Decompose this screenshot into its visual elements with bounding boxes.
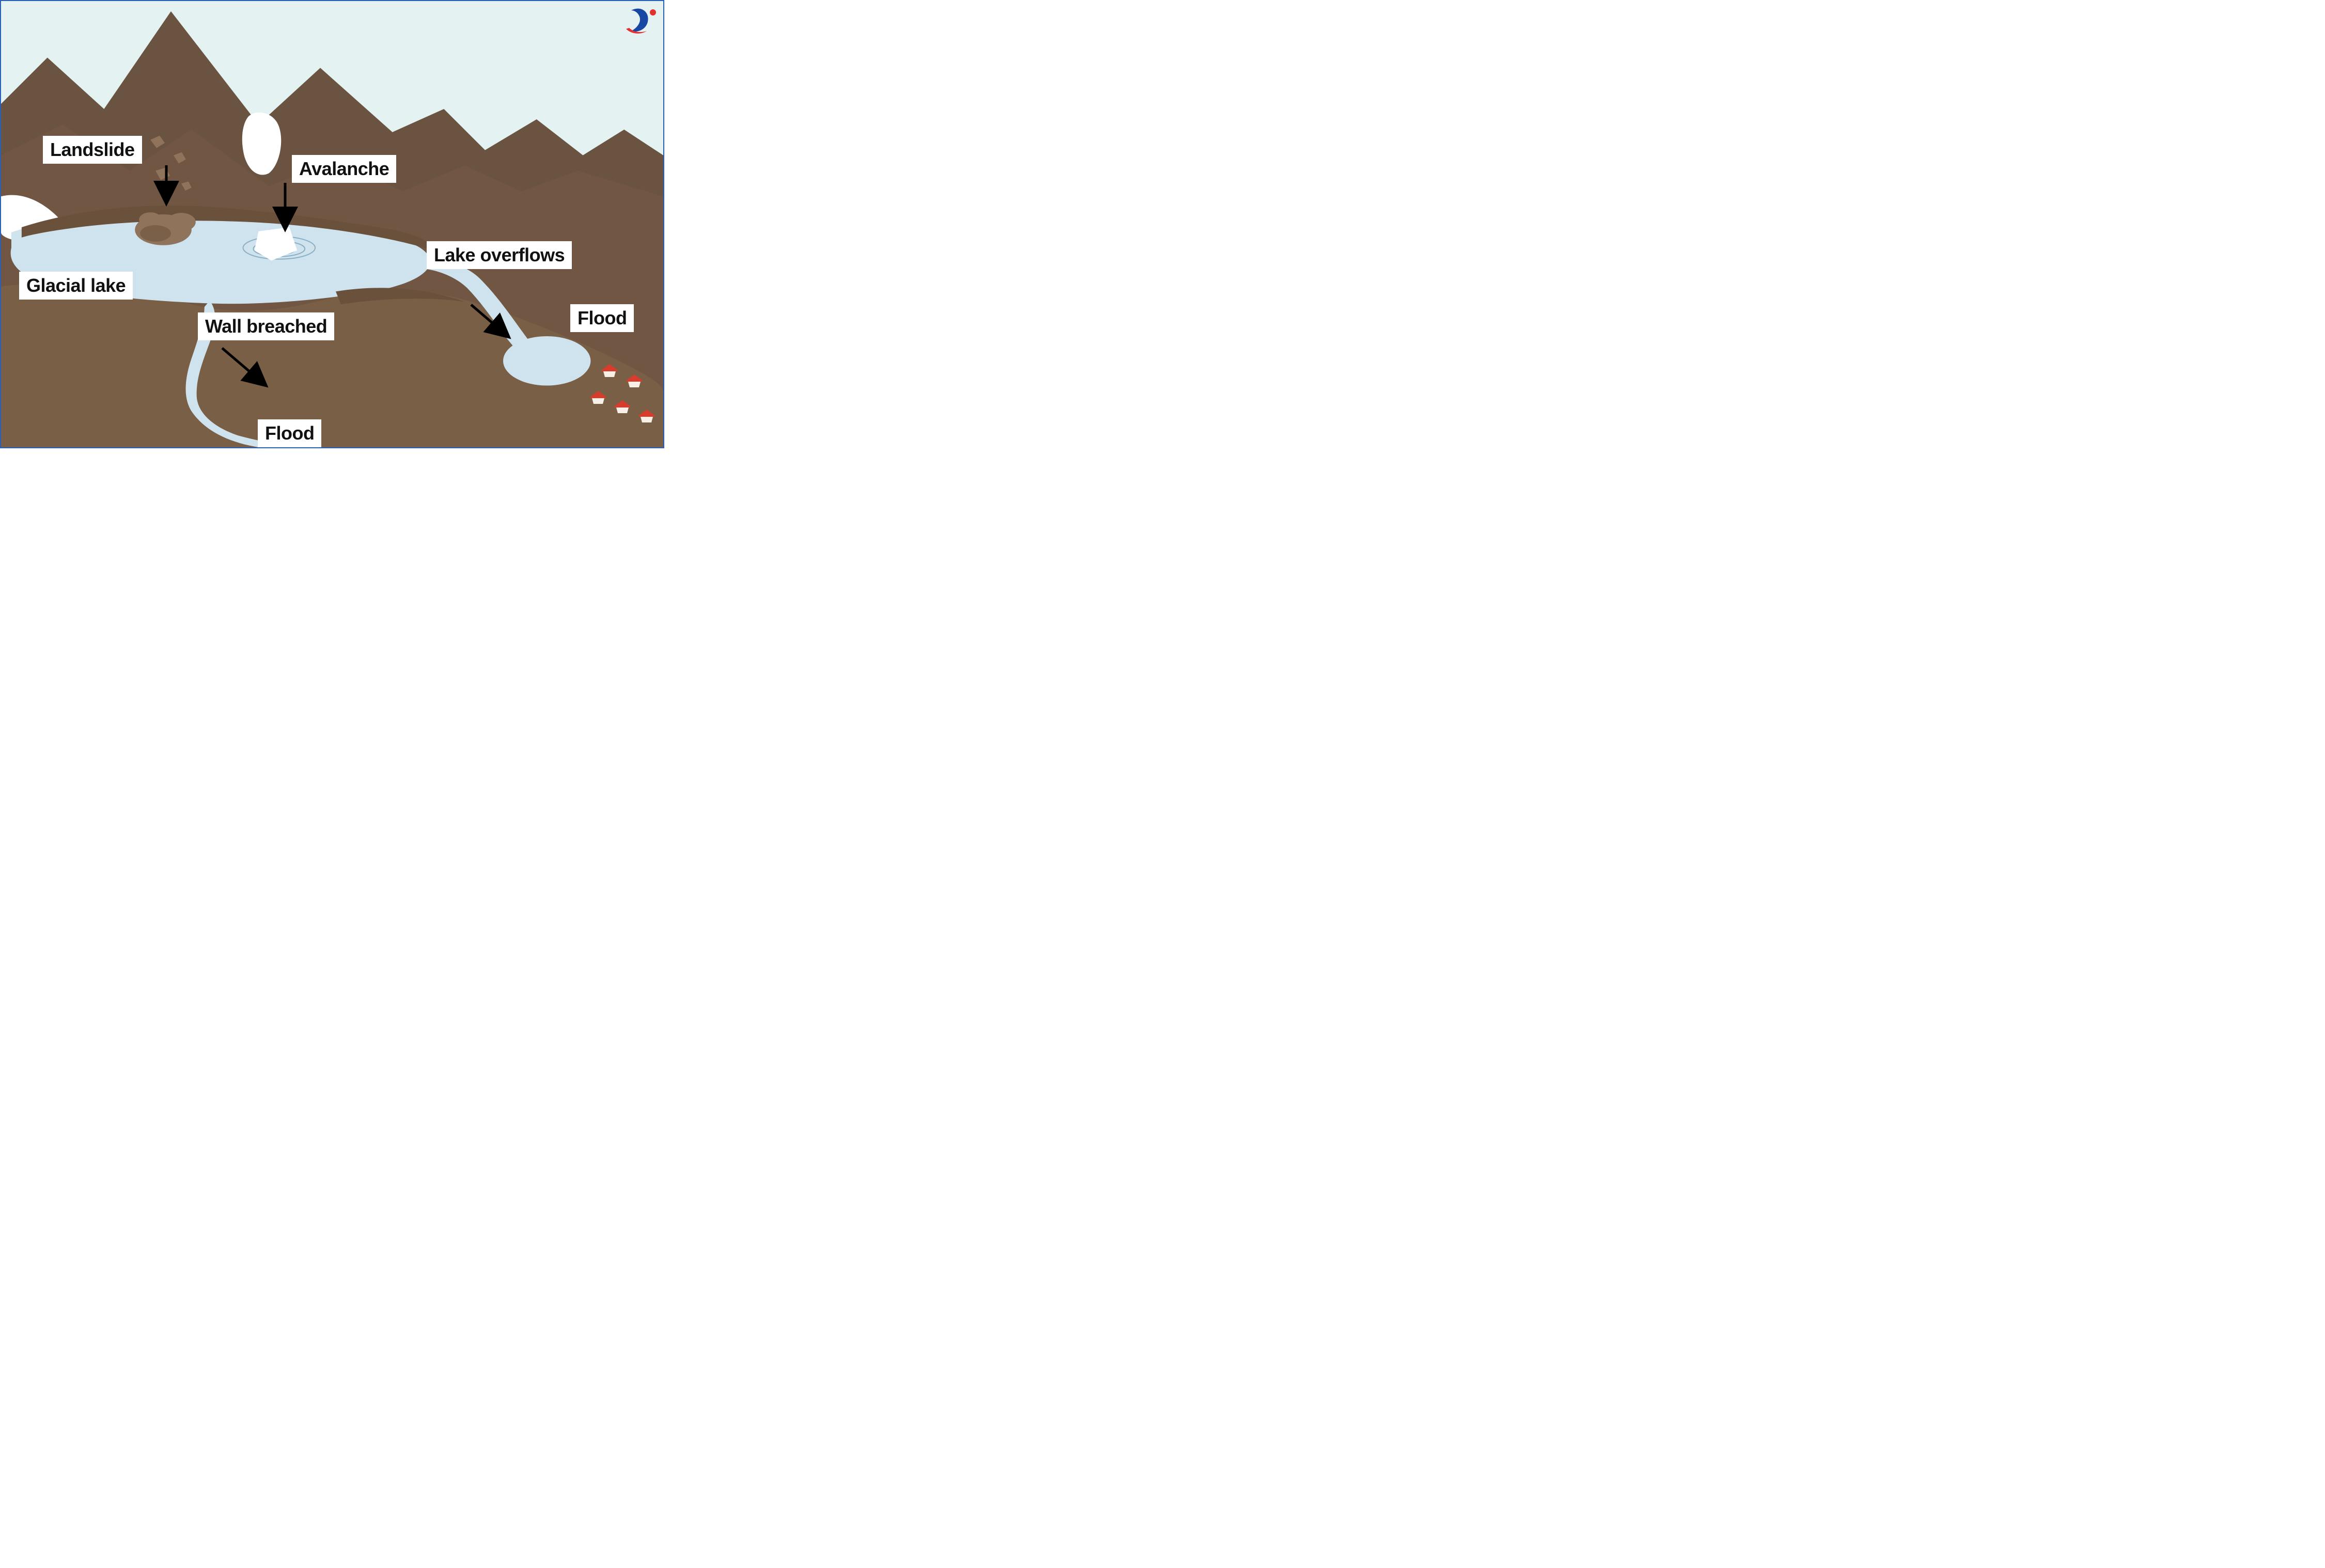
label-avalanche: Avalanche — [292, 155, 396, 183]
house-icon — [625, 373, 644, 388]
label-landslide: Landslide — [43, 136, 142, 164]
label-lake-overflows: Lake overflows — [427, 241, 572, 269]
house-icon — [589, 389, 607, 405]
brand-logo — [622, 5, 658, 36]
label-flood-right: Flood — [570, 304, 634, 332]
house-icon — [613, 399, 632, 414]
house-icon — [637, 408, 656, 424]
label-flood-bottom: Flood — [258, 419, 321, 447]
diagram-frame: Landslide Avalanche Glacial lake Lake ov… — [0, 0, 664, 448]
label-glacial-lake: Glacial lake — [19, 272, 133, 300]
label-wall-breached: Wall breached — [198, 312, 334, 340]
scene-illustration — [1, 1, 663, 447]
house-icon — [600, 363, 619, 378]
